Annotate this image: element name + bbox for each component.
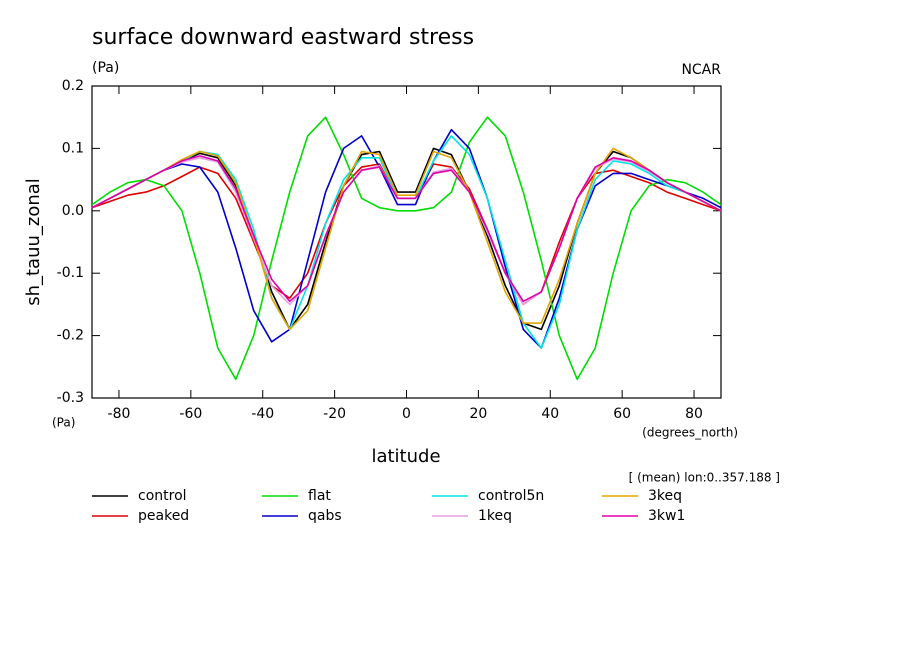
x-tick-label: -40: [251, 406, 274, 422]
y-tick-label: -0.1: [57, 265, 84, 281]
y-axis-title: sh_tauu_zonal: [23, 178, 44, 306]
series-line: [91, 135, 722, 349]
y-tick-label: 0.1: [62, 140, 84, 156]
x-tick-label: -80: [108, 406, 131, 422]
y-tick-label: -0.2: [57, 328, 84, 344]
series-line: [91, 147, 722, 331]
legend-label: 3kw1: [648, 508, 685, 524]
series-line: [91, 116, 722, 381]
x-tick-label: 20: [469, 406, 487, 422]
subtitle: (Pa): [92, 60, 119, 76]
x-tick-label: 0: [402, 406, 411, 422]
legend-label: control5n: [478, 488, 544, 504]
chart-title: surface downward eastward stress: [92, 25, 474, 50]
legend-label: qabs: [308, 508, 342, 524]
x-tick-label: -20: [323, 406, 346, 422]
x-tick-label: 40: [541, 406, 559, 422]
x-tick-label: 80: [685, 406, 703, 422]
y-tick-label: 0.2: [62, 78, 84, 94]
series-line: [91, 163, 722, 306]
y-units: (Pa): [52, 416, 75, 430]
legend-label: flat: [308, 488, 331, 504]
legend-label: 1keq: [478, 508, 512, 524]
series-line: [91, 128, 722, 349]
legend-label: 3keq: [648, 488, 682, 504]
plot-frame: [91, 85, 722, 399]
credit: NCAR: [681, 62, 721, 78]
x-tick-label: -60: [179, 406, 202, 422]
y-tick-label: 0.0: [62, 203, 84, 219]
legend-label: control: [138, 488, 187, 504]
x-units: (degrees_north): [642, 426, 738, 440]
annotation: [ (mean) lon:0..357.188 ]: [629, 471, 780, 485]
x-axis-title: latitude: [371, 446, 440, 467]
legend-label: peaked: [138, 508, 189, 524]
series-line: [91, 147, 722, 331]
x-tick-label: 60: [613, 406, 631, 422]
y-tick-label: -0.3: [57, 390, 84, 406]
series-line: [91, 157, 722, 306]
series-line: [91, 155, 722, 303]
